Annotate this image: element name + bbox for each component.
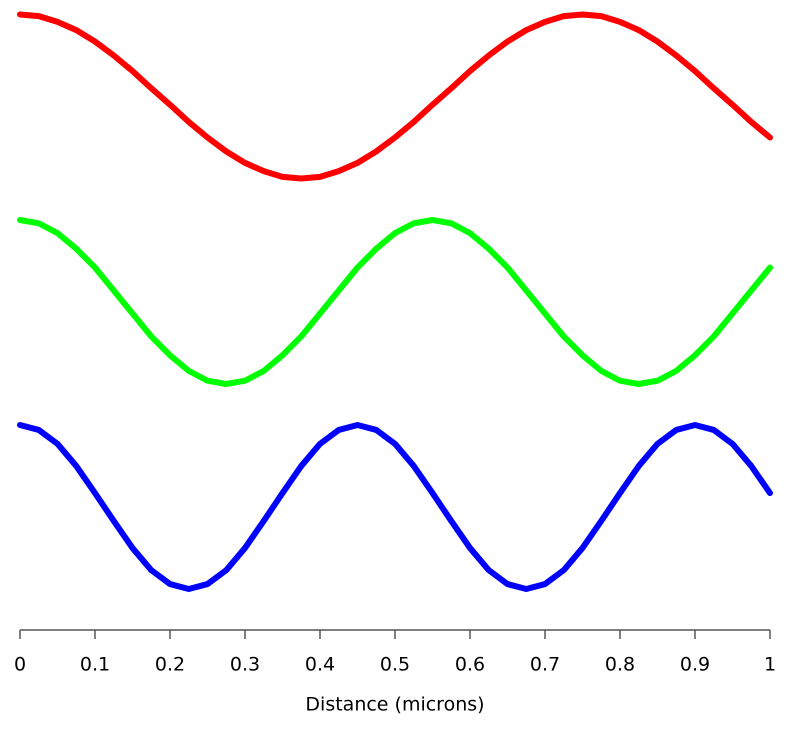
x-tick-label: 0.2	[155, 654, 185, 676]
wave-line	[17, 11, 773, 182]
x-tick-label: 0.3	[230, 654, 260, 676]
x-tick-label: 1	[764, 654, 776, 676]
x-tick-label: 0	[14, 654, 26, 676]
x-tick-label: 0.1	[80, 654, 110, 676]
x-tick-label: 0.5	[380, 654, 410, 676]
x-tick-label: 0.9	[680, 654, 710, 676]
x-tick-label: 0.7	[530, 654, 560, 676]
wave-line	[17, 217, 773, 387]
x-tick-label: 0.8	[605, 654, 635, 676]
wave-line	[17, 422, 773, 592]
x-axis-label: Distance (microns)	[305, 694, 484, 716]
x-tick-label: 0.4	[305, 654, 335, 676]
x-tick-label: 0.6	[455, 654, 485, 676]
